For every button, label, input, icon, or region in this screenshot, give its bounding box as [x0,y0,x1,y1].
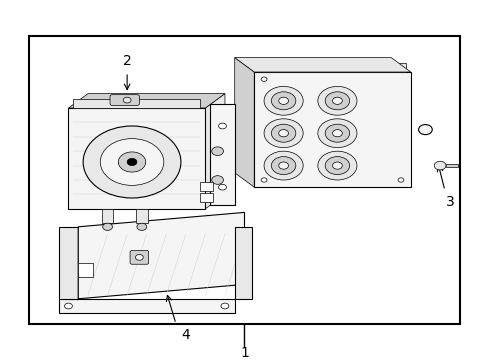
Circle shape [278,130,288,137]
Circle shape [83,126,181,198]
Circle shape [317,86,356,115]
Circle shape [433,161,445,170]
Circle shape [418,125,431,135]
Bar [29,36,459,324]
Circle shape [325,157,349,175]
Polygon shape [68,94,224,108]
Circle shape [137,223,146,230]
Circle shape [264,151,303,180]
Bar [73,99,200,108]
Circle shape [264,86,303,115]
Circle shape [127,158,137,166]
Circle shape [64,303,72,309]
Bar [102,209,113,223]
Polygon shape [234,58,410,72]
Bar [445,164,457,167]
Circle shape [397,178,403,182]
Text: 3: 3 [445,195,453,208]
Bar [59,299,234,313]
Text: 4: 4 [181,328,190,342]
Circle shape [261,77,266,81]
Circle shape [332,130,342,137]
Text: 1: 1 [240,346,248,360]
Polygon shape [205,94,224,209]
Circle shape [102,223,112,230]
Circle shape [100,139,163,185]
Bar [68,108,205,209]
Circle shape [271,124,295,142]
Circle shape [211,176,223,184]
Circle shape [325,92,349,110]
Circle shape [278,162,288,169]
Bar [200,193,212,202]
Circle shape [264,119,303,148]
Bar [234,227,251,299]
Circle shape [218,184,226,190]
Circle shape [317,119,356,148]
Circle shape [261,178,266,182]
Circle shape [317,151,356,180]
Circle shape [325,124,349,142]
Circle shape [123,97,131,103]
Circle shape [218,123,226,129]
FancyBboxPatch shape [130,251,148,264]
Circle shape [278,97,288,104]
Circle shape [118,152,145,172]
Polygon shape [78,263,93,277]
Text: 2: 2 [122,54,131,68]
Circle shape [271,92,295,110]
Bar [136,209,147,223]
Bar [59,227,78,299]
Bar [254,72,410,187]
Bar [210,104,234,205]
Bar [200,182,212,191]
Circle shape [211,147,223,156]
Circle shape [135,255,143,260]
Circle shape [332,162,342,169]
Polygon shape [234,58,254,187]
Polygon shape [78,212,244,299]
Circle shape [332,97,342,104]
Circle shape [271,157,295,175]
FancyBboxPatch shape [110,95,139,105]
Circle shape [221,303,228,309]
Bar [259,63,405,72]
